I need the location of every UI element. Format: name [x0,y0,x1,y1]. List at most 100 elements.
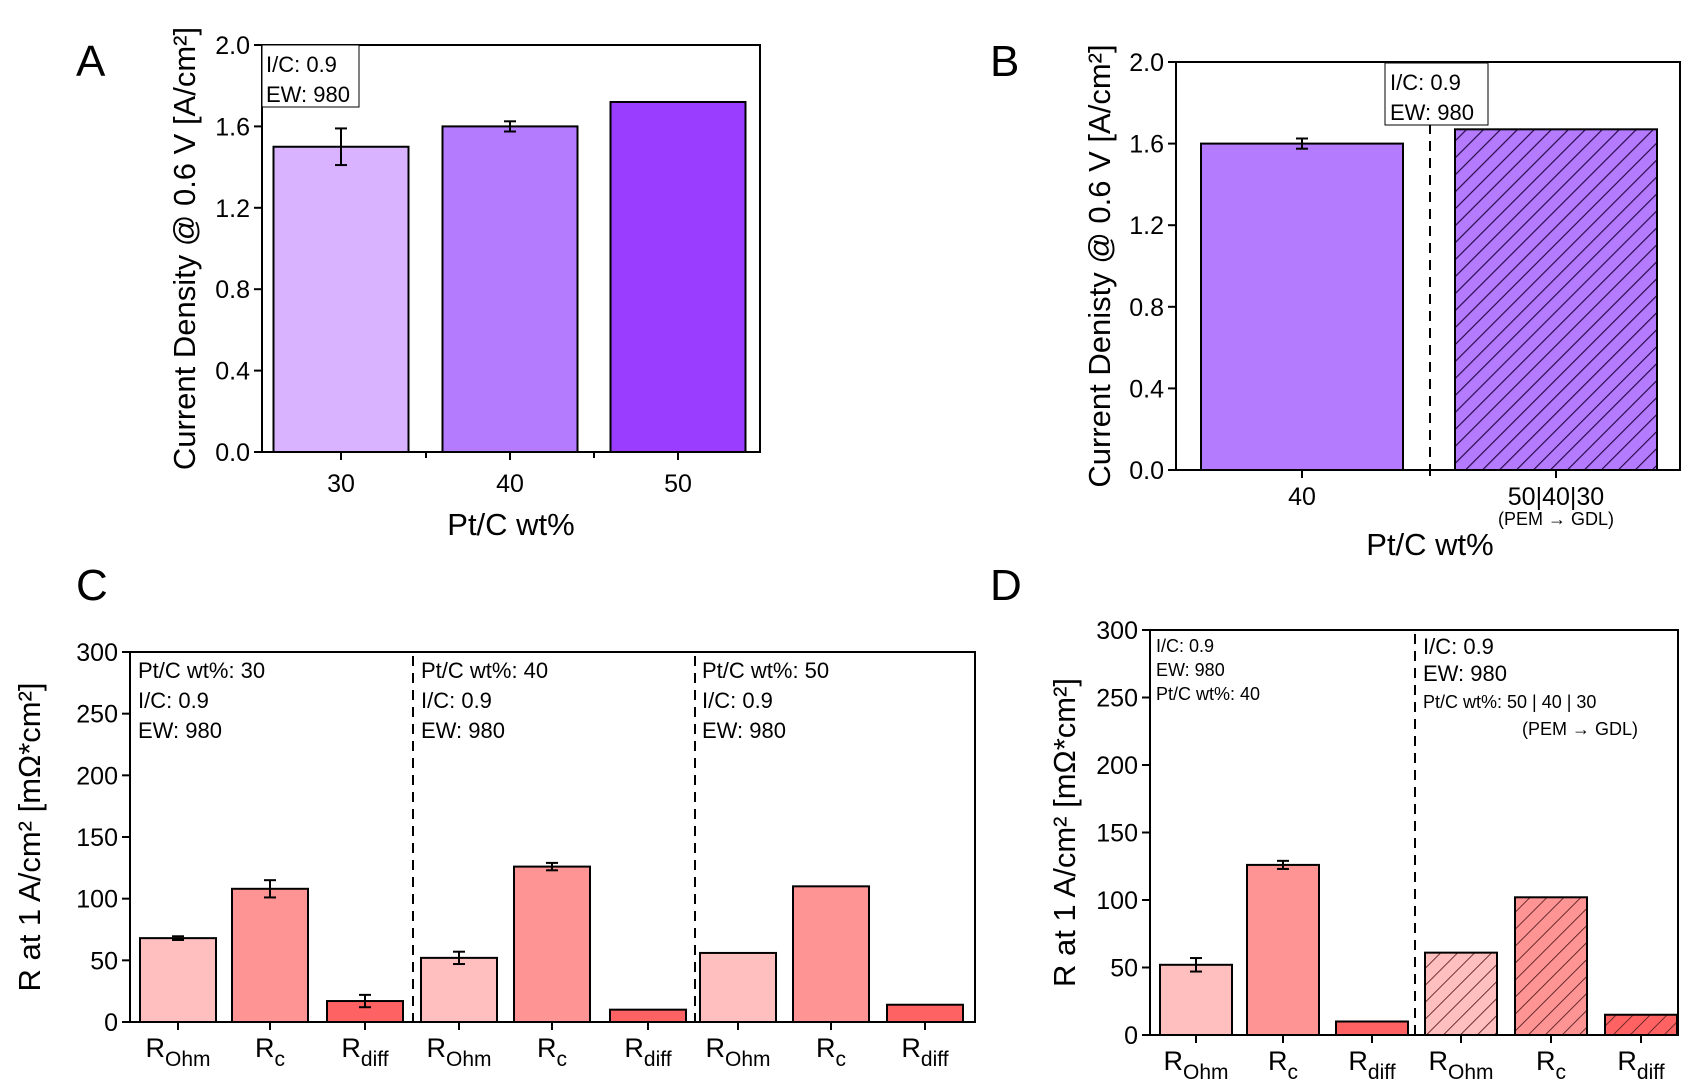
y-tick-label: 1.2 [215,195,250,223]
bar-group3-c [792,885,870,1023]
panel-label-b: B [990,37,1019,86]
bar-group2-c [1514,896,1588,1036]
y-axis-label: R at 1 A/cm² [mΩ*cm²] [12,682,47,991]
y-tick-label: 200 [1096,752,1138,780]
y-tick-label: 100 [1096,887,1138,915]
bar-group2-diff [609,1008,687,1024]
annotation-line: EW: 980 [702,718,786,743]
chart-c: 0 50 100 150 200 250 300 R at 1 A/cm² [mΩ*cm²] R… [12,639,976,1071]
x-tick-label: Rc [816,1033,846,1071]
annotation-line: EW: 980 [421,718,505,743]
y-tick-label: 200 [76,762,118,790]
x-tick-label: Rdiff [341,1033,388,1071]
panel-label-c: C [76,561,108,610]
x-tick-label: 30 [327,470,355,498]
y-tick-label: 250 [76,701,118,729]
x-tick-label: 40 [496,470,524,498]
chart-a: 0.0 0.4 0.8 1.2 1.6 2.0 Current Density @ 0.6 … [167,27,761,542]
bar-group3-ohm [699,951,777,1024]
bar-40 [1200,142,1404,471]
y-tick-label: 250 [1096,685,1138,713]
x-tick-label: ROhm [1163,1046,1228,1084]
x-axis-label: Pt/C wt% [447,507,574,542]
y-tick-label: 1.6 [215,113,250,141]
x-tick-label: ROhm [145,1033,210,1071]
bar-group3-diff [886,1003,964,1024]
bar-group1-diff [1335,1020,1409,1036]
bar-50-40-30 [1454,128,1658,471]
chart-b: 0.0 0.4 0.8 1.2 1.6 2.0 Current Denisty @ 0.6 … [1082,44,1681,562]
x-axis-label: Pt/C wt% [1366,527,1493,562]
panel-label-d: D [990,561,1022,610]
bar-group1-ohm [1159,963,1233,1036]
y-tick-label: 0.4 [215,358,250,386]
annotation-line: EW: 980 [138,718,222,743]
y-tick-label: 0 [104,1009,118,1037]
x-tick-label: ROhm [1428,1046,1493,1084]
annotation-box [261,44,360,108]
annotation-ew: EW: 980 [1390,100,1474,125]
x-tick-label: ROhm [705,1033,770,1071]
plot-frame [1175,61,1681,471]
annotation-line: Pt/C wt%: 50 | 40 | 30 [1423,692,1596,712]
annotation-line: I/C: 0.9 [702,688,773,713]
bar-group2-c [513,865,591,1023]
y-tick-label: 50 [1110,955,1138,983]
x-tick-label: Rdiff [901,1033,948,1071]
y-tick-label: 0.0 [215,439,250,467]
y-tick-label: 150 [76,824,118,852]
annotation-ic: I/C: 0.9 [266,52,337,77]
x-tick-label: Rc [255,1033,285,1071]
bar-30 [272,145,410,453]
x-tick-label: 50|40|30 [1508,483,1604,511]
y-tick-label: 300 [76,639,118,667]
y-axis-label: Current Denisty @ 0.6 V [A/cm²] [1082,44,1117,487]
x-tick-label: Rc [537,1033,567,1071]
x-tick-label: Rc [1268,1046,1298,1084]
x-tick-label: 50 [664,470,692,498]
y-tick-label: 0.0 [1129,457,1164,485]
x-tick-label: ROhm [426,1033,491,1071]
y-tick-label: 100 [76,886,118,914]
bar-group1-c [231,887,309,1023]
y-tick-label: 2.0 [215,32,250,60]
y-axis-label: Current Density @ 0.6 V [A/cm²] [167,27,202,470]
y-tick-label: 1.6 [1129,131,1164,159]
bar-group2-ohm [420,956,498,1023]
annotation-line: I/C: 0.9 [1423,634,1494,659]
y-axis-label: R at 1 A/cm² [mΩ*cm²] [1047,678,1082,987]
y-tick-label: 150 [1096,820,1138,848]
annotation-line: (PEM → GDL) [1522,719,1638,739]
y-tick-label: 300 [1096,617,1138,645]
bar-group1-ohm [139,937,217,1024]
y-tick-label: 0.4 [1129,375,1164,403]
bar-group2-ohm [1424,951,1498,1037]
chart-d: 0 50 100 150 200 250 300 R at 1 A/cm² [mΩ*cm²] R… [1047,617,1679,1084]
annotation-line: I/C: 0.9 [1156,636,1214,656]
y-tick-label: 50 [90,947,118,975]
annotation-line: Pt/C wt%: 50 [702,658,829,683]
annotation-line: EW: 980 [1156,660,1225,680]
panel-label-a: A [76,37,106,86]
y-tick-label: 0.8 [215,276,250,304]
annotation-line: Pt/C wt%: 40 [421,658,548,683]
annotation-line: I/C: 0.9 [421,688,492,713]
bar-50 [609,100,747,453]
y-tick-label: 0 [1124,1022,1138,1050]
x-tick-label: 40 [1288,483,1316,511]
bar-40 [441,125,579,454]
annotation-line: Pt/C wt%: 30 [138,658,265,683]
annotation-ew: EW: 980 [266,82,350,107]
y-tick-label: 0.8 [1129,294,1164,322]
annotation-ic: I/C: 0.9 [1390,70,1461,95]
annotation-line: Pt/C wt%: 40 [1156,684,1260,704]
bar-group2-diff [1604,1013,1678,1036]
annotation-box [1384,62,1489,126]
bar-group1-c [1246,863,1320,1037]
x-tick-label: Rdiff [1617,1046,1664,1084]
x-tick-label: Rc [1536,1046,1566,1084]
annotation-line: I/C: 0.9 [138,688,209,713]
x-tick-sublabel: (PEM → GDL) [1498,509,1614,529]
annotation-line: EW: 980 [1423,661,1507,686]
